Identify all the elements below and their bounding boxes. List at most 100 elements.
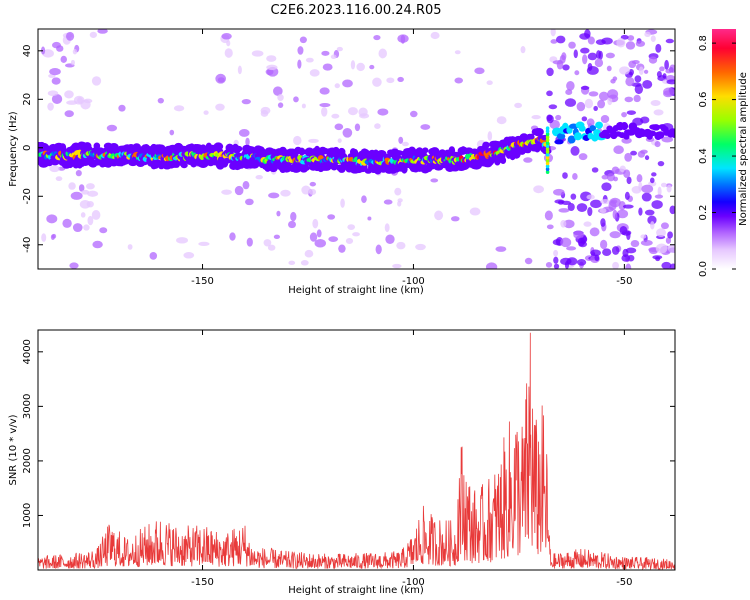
heatmap-cell: [666, 184, 672, 193]
heatmap-cell: [245, 137, 250, 146]
heatmap-cell: [588, 91, 599, 97]
heatmap-cell: [198, 241, 210, 247]
heatmap-cell: [99, 227, 108, 234]
heatmap-cell: [556, 35, 566, 44]
heatmap-cell: [85, 183, 95, 190]
x-tick-label: -50: [616, 276, 632, 287]
heatmap-cell: [434, 210, 444, 221]
heatmap-cell: [260, 106, 271, 115]
bottom-y-axis-label: SNR (10 * v/v): [8, 414, 19, 485]
heatmap-cell: [40, 46, 46, 55]
heatmap-cell: [624, 152, 632, 162]
heatmap-cell: [454, 77, 464, 84]
heatmap-cell: [41, 144, 51, 153]
heatmap-cell: [586, 118, 595, 127]
heatmap-cell: [221, 33, 232, 40]
heatmap-cell: [244, 198, 254, 206]
heatmap-cell: [665, 68, 673, 74]
heatmap-cell: [299, 36, 307, 44]
heatmap-cell: [600, 218, 606, 227]
heatmap-cell: [649, 177, 655, 184]
heatmap-cell: [623, 133, 630, 140]
heatmap-cell: [336, 46, 343, 52]
heatmap-cell: [183, 252, 195, 259]
heatmap-cell: [288, 260, 296, 266]
heatmap-cell: [664, 59, 669, 70]
heatmap-cell: [345, 237, 354, 245]
heatmap-cell: [267, 244, 276, 251]
heatmap-cell: [612, 76, 618, 81]
heatmap-cell: [300, 260, 309, 266]
heatmap-cell: [602, 248, 612, 256]
heatmap-cell: [584, 98, 594, 109]
heatmap-cell: [651, 124, 661, 131]
heatmap-cell: [560, 237, 572, 248]
heatmap-cell: [593, 105, 598, 112]
heatmap-cell: [550, 29, 556, 37]
heatmap-cell: [573, 49, 578, 59]
heatmap-cell: [392, 263, 402, 269]
heatmap-cell: [430, 178, 439, 183]
heatmap-cell: [545, 140, 550, 145]
heatmap-cell: [281, 165, 292, 173]
heatmap-cell: [378, 48, 387, 59]
heatmap-cell: [340, 198, 345, 208]
heatmap-cell: [640, 239, 653, 246]
heatmap-cell: [635, 40, 646, 47]
heatmap-cell: [655, 256, 661, 262]
heatmap-cell: [666, 79, 675, 85]
heatmap-cell: [621, 254, 631, 262]
heatmap-cell: [51, 233, 57, 239]
heatmap-cell: [587, 63, 593, 71]
heatmap-cell: [87, 190, 99, 197]
heatmap-cell: [422, 147, 429, 154]
heatmap-cell: [620, 122, 629, 131]
heatmap-cell: [520, 46, 526, 54]
heatmap-cell: [601, 174, 609, 180]
heatmap-cell: [573, 132, 582, 141]
y-tick-label: 20: [22, 93, 33, 106]
heatmap-cell: [637, 150, 646, 158]
heatmap-cell: [398, 136, 404, 144]
colorbar-tick-label: 0.6: [698, 92, 709, 108]
heatmap-cell: [598, 91, 609, 101]
heatmap-cell: [578, 125, 586, 132]
heatmap-cell: [606, 65, 612, 72]
heatmap-cell: [49, 68, 61, 76]
heatmap-cell: [550, 39, 558, 44]
heatmap-cell: [236, 145, 243, 152]
heatmap-cell: [545, 261, 553, 268]
heatmap-cell: [545, 155, 550, 160]
heatmap-cell: [342, 79, 353, 88]
heatmap-cell: [309, 181, 317, 187]
heatmap-cell: [375, 244, 382, 255]
heatmap-cell: [624, 96, 634, 103]
heatmap-cell: [590, 249, 602, 257]
heatmap-cell: [670, 129, 675, 139]
heatmap-cell: [266, 64, 278, 71]
heatmap-cell: [642, 79, 653, 89]
heatmap-cell: [651, 172, 657, 177]
heatmap-cell: [619, 225, 628, 235]
heatmap-cell: [554, 199, 565, 204]
heatmap-cell: [609, 231, 621, 239]
heatmap-cell: [454, 50, 461, 55]
heatmap-cell: [650, 35, 656, 43]
heatmap-cell: [430, 31, 440, 40]
heatmap-cell: [669, 205, 675, 215]
heatmap-cell: [580, 85, 590, 90]
y-tick-label: 0: [22, 145, 33, 151]
heatmap-cell: [587, 52, 598, 61]
heatmap-cell: [293, 135, 302, 146]
heatmap-cell: [661, 136, 674, 143]
heatmap-cell: [70, 59, 75, 66]
heatmap-cell: [653, 109, 664, 116]
heatmap-cell: [72, 48, 78, 55]
heatmap-cell: [623, 169, 631, 179]
heatmap-cell: [597, 99, 606, 109]
heatmap-cell: [641, 192, 652, 202]
heatmap-cell: [91, 210, 101, 220]
bottom-y-axis: 1000 2000 3000 4000: [22, 339, 675, 528]
heatmap-cell: [69, 262, 79, 269]
heatmap-cell: [237, 65, 242, 75]
